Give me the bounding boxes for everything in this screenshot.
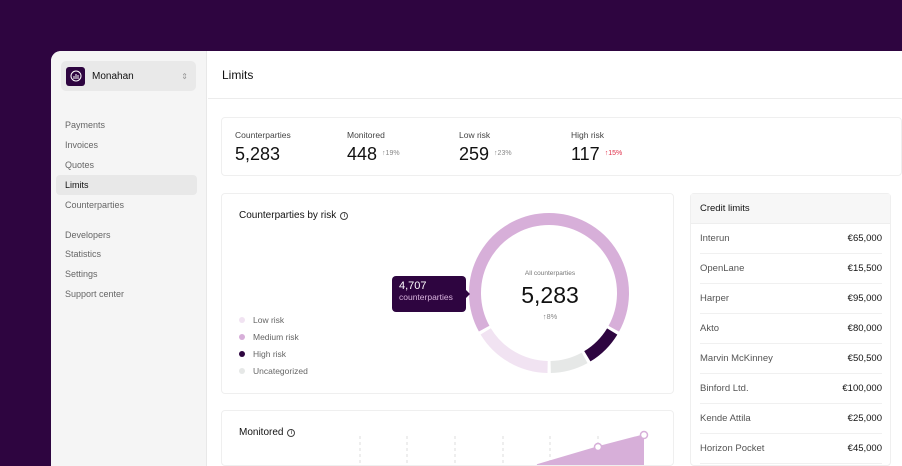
monitored-title-text: Monitored xyxy=(239,427,284,438)
legend-label: Uncategorized xyxy=(253,366,308,376)
stat-value: 448 xyxy=(347,144,378,164)
divider xyxy=(208,98,902,99)
legend-item: High risk xyxy=(239,349,286,359)
risk-card: Counterparties by risk i Low risk Medium r… xyxy=(221,193,674,394)
donut-segment-medium-risk[interactable] xyxy=(469,213,629,332)
stat-value: 5,283 xyxy=(235,144,281,164)
legend-label: Low risk xyxy=(253,315,285,325)
data-point xyxy=(593,442,603,452)
sidebar-item-counterparties[interactable]: Counterparties xyxy=(65,200,125,210)
app-window: Monahan ⇕ Payments Invoices Quotes Limits Co… xyxy=(51,51,902,466)
stat-change: ↑23% xyxy=(494,150,512,157)
org-logo-icon xyxy=(66,66,85,86)
stat-3: High risk 117 ↑15% xyxy=(571,130,622,165)
center-change: ↑8% xyxy=(542,312,558,321)
credit-limit-row[interactable]: OpenLane €15,500 xyxy=(700,254,882,284)
tooltip-label: counterparties xyxy=(399,292,453,302)
stat-value: 259 xyxy=(459,144,490,164)
monitored-title: Monitored i xyxy=(239,427,296,438)
stats-card: Counterparties 5,283 Monitored 448 ↑19% Low r… xyxy=(221,117,902,176)
donut-segment-high-risk[interactable] xyxy=(584,328,618,362)
credit-limit-row[interactable]: Marvin McKinney €50,500 xyxy=(700,344,882,374)
center-value: 5,283 xyxy=(521,282,579,308)
donut-segment-low-risk[interactable] xyxy=(480,328,548,373)
counterparty-name: Harper xyxy=(700,293,730,304)
stat-change: ↑15% xyxy=(604,150,623,157)
risk-title-text: Counterparties by risk xyxy=(239,210,337,221)
legend-dot xyxy=(239,334,245,340)
tooltip-value: 4,707 xyxy=(399,280,427,292)
center-label: All counterparties xyxy=(524,270,576,277)
stat-label: Monitored xyxy=(347,130,385,140)
org-name: Monahan xyxy=(92,70,134,82)
sidebar: Monahan ⇕ Payments Invoices Quotes Limits Co… xyxy=(51,51,207,466)
page-title: Limits xyxy=(222,68,254,82)
credit-limits-title: Credit limits xyxy=(691,194,890,224)
credit-limit-row[interactable]: Akto €80,000 xyxy=(700,314,882,344)
legend-item: Medium risk xyxy=(239,332,299,342)
credit-limit-row[interactable]: Harper €95,000 xyxy=(700,284,882,314)
counterparty-name: Interun xyxy=(700,233,730,244)
counterparty-name: Binford Ltd. xyxy=(700,383,749,394)
stat-1: Monitored 448 ↑19% xyxy=(347,130,400,165)
legend-dot xyxy=(239,351,245,357)
org-switcher[interactable]: Monahan ⇕ xyxy=(61,61,196,91)
legend-label: High risk xyxy=(253,349,287,359)
stat-0: Counterparties 5,283 xyxy=(235,130,291,165)
credit-amount: €100,000 xyxy=(842,383,882,394)
credit-amount: €65,000 xyxy=(847,233,882,244)
credit-amount: €45,000 xyxy=(847,443,882,454)
credit-limit-row[interactable]: Kende Attila €25,000 xyxy=(700,404,882,434)
stat-label: Low risk xyxy=(459,130,491,140)
tooltip: 4,707 counterparties xyxy=(392,276,470,312)
legend-dot xyxy=(239,368,245,374)
stat-label: Counterparties xyxy=(235,130,291,140)
sidebar-item-developers[interactable]: Developers xyxy=(65,230,111,240)
donut-chart xyxy=(469,213,629,373)
counterparty-name: Marvin McKinney xyxy=(700,353,773,364)
legend-item: Uncategorized xyxy=(239,366,308,376)
sidebar-item-statistics[interactable]: Statistics xyxy=(65,249,102,259)
counterparty-name: Kende Attila xyxy=(700,413,751,424)
data-point xyxy=(639,430,649,440)
legend-item: Low risk xyxy=(239,315,284,325)
sidebar-item-payments[interactable]: Payments xyxy=(65,120,106,130)
credit-limits-card: Credit limits Interun €65,000 OpenLane €15,… xyxy=(690,193,891,466)
credit-limit-row[interactable]: Binford Ltd. €100,000 xyxy=(700,374,882,404)
chevron-updown-icon: ⇕ xyxy=(181,71,188,81)
counterparty-name: OpenLane xyxy=(700,263,745,274)
counterparty-name: Horizon Pocket xyxy=(700,443,765,454)
sidebar-item-quotes[interactable]: Quotes xyxy=(65,160,95,170)
legend-dot xyxy=(239,317,245,323)
credit-limit-row[interactable]: Interun €65,000 xyxy=(700,224,882,254)
credit-amount: €95,000 xyxy=(847,293,882,304)
credit-amount: €15,500 xyxy=(847,263,882,274)
credit-amount: €80,000 xyxy=(847,323,882,334)
donut-segment-uncategorized[interactable] xyxy=(550,352,588,373)
monitored-chart xyxy=(359,430,649,465)
stat-2: Low risk 259 ↑23% xyxy=(459,130,512,165)
legend-label: Medium risk xyxy=(253,332,299,342)
sidebar-item-invoices[interactable]: Invoices xyxy=(65,140,99,150)
sidebar-item-limits[interactable]: Limits xyxy=(56,175,197,195)
stat-value: 117 xyxy=(571,144,600,164)
sidebar-item-settings[interactable]: Settings xyxy=(65,269,98,279)
credit-amount: €25,000 xyxy=(847,413,882,424)
monitored-card: Monitored i xyxy=(221,410,674,466)
counterparty-name: Akto xyxy=(700,323,720,334)
sidebar-item-support-center[interactable]: Support center xyxy=(65,289,125,299)
info-icon[interactable]: i xyxy=(340,212,349,220)
credit-limit-row[interactable]: Horizon Pocket €45,000 xyxy=(700,434,882,464)
info-icon[interactable]: i xyxy=(287,429,296,437)
credit-amount: €50,500 xyxy=(847,353,882,364)
risk-card-title: Counterparties by risk i xyxy=(239,210,349,221)
stat-change: ↑19% xyxy=(382,150,400,157)
stat-label: High risk xyxy=(571,130,605,140)
